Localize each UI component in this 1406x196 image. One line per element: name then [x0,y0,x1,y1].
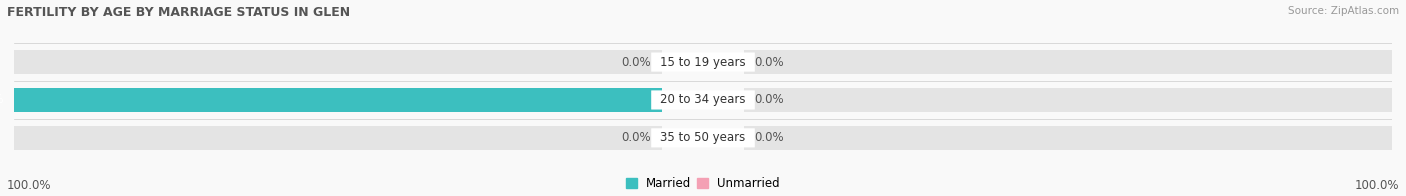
Legend: Married, Unmarried: Married, Unmarried [626,177,780,190]
FancyBboxPatch shape [651,128,755,147]
Bar [14,50,662,74]
Text: Source: ZipAtlas.com: Source: ZipAtlas.com [1288,6,1399,16]
Text: 0.0%: 0.0% [755,56,785,69]
Bar [662,130,703,145]
Text: 0.0%: 0.0% [621,56,651,69]
Text: 100.0%: 100.0% [1354,179,1399,192]
Bar [744,88,1392,112]
Bar [703,92,744,108]
FancyBboxPatch shape [651,90,755,110]
Text: 15 to 19 years: 15 to 19 years [661,56,745,69]
Text: 0.0%: 0.0% [621,131,651,144]
Bar [662,54,703,70]
Bar [14,126,662,150]
Bar [662,92,703,108]
Text: 100.0%: 100.0% [0,93,4,106]
Text: 0.0%: 0.0% [755,93,785,106]
Text: 100.0%: 100.0% [7,179,52,192]
Bar [703,130,744,145]
Bar [744,126,1392,150]
Text: FERTILITY BY AGE BY MARRIAGE STATUS IN GLEN: FERTILITY BY AGE BY MARRIAGE STATUS IN G… [7,6,350,19]
Text: 35 to 50 years: 35 to 50 years [661,131,745,144]
Text: 20 to 34 years: 20 to 34 years [661,93,745,106]
Text: 0.0%: 0.0% [755,131,785,144]
Bar [744,50,1392,74]
Bar [14,88,662,112]
Bar [703,54,744,70]
FancyBboxPatch shape [651,53,755,72]
Bar [14,88,662,112]
